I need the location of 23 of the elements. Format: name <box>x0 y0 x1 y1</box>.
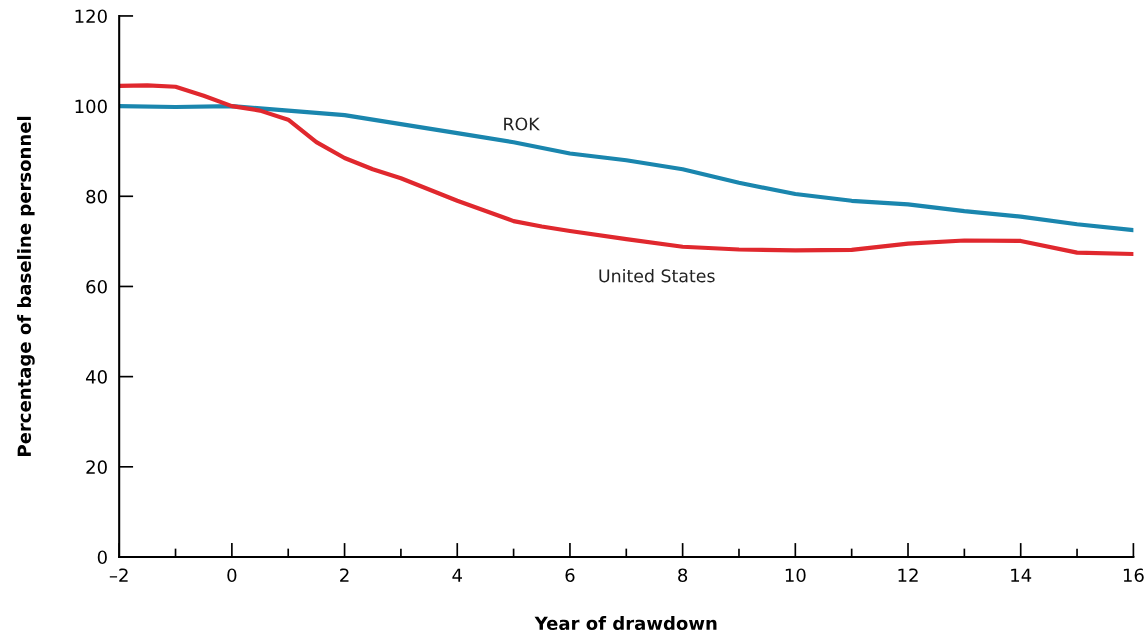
y-tick-label: 80 <box>86 189 107 204</box>
x-tick-label: 4 <box>452 568 462 582</box>
y-axis-title: Percentage of baseline personnel <box>17 116 35 456</box>
line-series <box>119 83 1134 257</box>
x-tick-label: 2 <box>340 568 349 582</box>
x-tick-label: 6 <box>565 568 575 583</box>
series-label: United States <box>599 268 715 283</box>
y-tick-label: 20 <box>86 460 107 474</box>
x-tick-label: 12 <box>898 568 918 582</box>
y-tick-label: 120 <box>75 9 107 24</box>
x-tick-label: –2 <box>109 568 128 582</box>
y-tick-label: 100 <box>75 99 107 114</box>
y-tick-label: 40 <box>85 370 107 384</box>
x-tick-label: 0 <box>227 568 237 583</box>
y-tick-label: 60 <box>86 279 107 294</box>
x-tick-label: 16 <box>1123 568 1144 583</box>
x-axis-title: Year of drawdown <box>534 616 717 631</box>
x-tick-label: 14 <box>1011 568 1032 582</box>
x-tick-label: 8 <box>678 568 688 583</box>
x-tick-label: 10 <box>785 568 806 583</box>
series-label: ROK <box>504 117 540 131</box>
y-tick-label: 0 <box>97 550 107 565</box>
line-series <box>119 104 1134 233</box>
